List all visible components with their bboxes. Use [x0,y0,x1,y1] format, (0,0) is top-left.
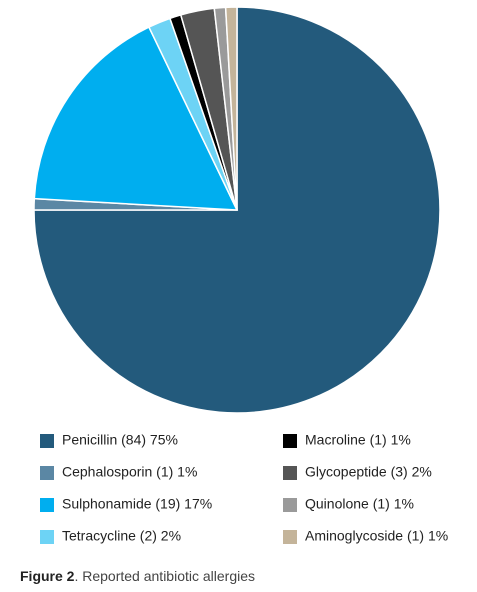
legend-swatch [40,498,54,512]
legend-label: Glycopeptide (3) 2% [305,464,432,480]
legend-label: Cephalosporin (1) 1% [62,464,197,480]
legend-swatch [40,434,54,448]
caption-text: . Reported antibiotic allergies [74,568,255,584]
legend-swatch [283,498,297,512]
legend-label: Quinolone (1) 1% [305,496,414,512]
legend-swatch [283,530,297,544]
pie-slice [33,26,239,211]
caption: Figure 2. Reported antibiotic allergies [20,568,255,584]
legend-label: Penicillin (84) 75% [62,432,178,448]
pie-slice [224,6,238,211]
legend-label: Macroline (1) 1% [305,432,411,448]
legend-swatch [40,530,54,544]
legend-swatch [283,466,297,480]
caption-label: Figure 2 [20,568,75,584]
legend-label: Tetracycline (2) 2% [62,528,181,544]
legend-label: Aminoglycoside (1) 1% [305,528,448,544]
legend-swatch [283,434,297,448]
legend-swatch [40,466,54,480]
legend-label: Sulphonamide (19) 17% [62,496,212,512]
